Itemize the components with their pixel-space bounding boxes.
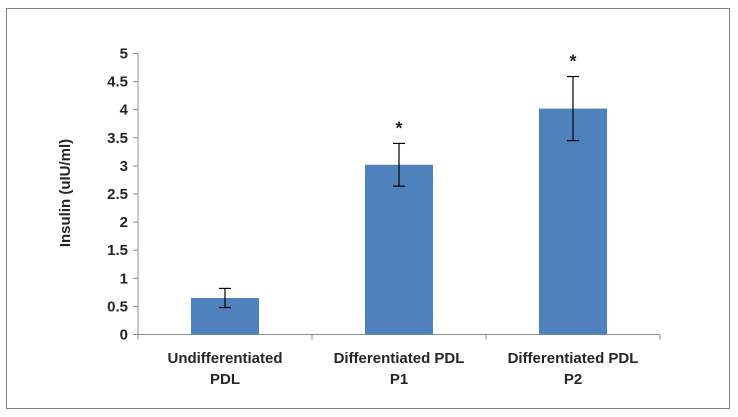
y-axis-label: Insulin (uIU/ml) [57, 139, 74, 247]
x-tick-labels: Undifferentiated PDL Differentiated PDL P1 D… [167, 350, 638, 388]
y-tick-label: 0 [120, 327, 128, 344]
x-tick-label: Differentiated PDL [508, 350, 639, 367]
y-tick-label: 4 [120, 102, 129, 119]
x-tick-label: P2 [564, 371, 582, 388]
bars: ** [191, 52, 607, 335]
y-tick-label: 3.5 [107, 130, 128, 147]
x-tick-label: P1 [390, 371, 408, 388]
y-tick-label: 4.5 [107, 74, 128, 91]
x-tick-label: PDL [210, 371, 240, 388]
significance-marker: * [569, 52, 576, 72]
x-axis [137, 334, 661, 340]
y-tick-label: 0.5 [107, 298, 128, 315]
y-tick-label: 5 [120, 46, 128, 63]
x-tick-label: Undifferentiated [167, 350, 282, 367]
y-axis: 0 0.5 1 1.5 2 2.5 3 3.5 4 4.5 5 [107, 46, 139, 344]
x-tick-label: Differentiated PDL [334, 350, 465, 367]
bar [539, 108, 607, 335]
y-tick-label: 3 [120, 158, 128, 175]
significance-marker: * [395, 118, 402, 138]
y-tick-label: 1.5 [107, 242, 128, 259]
y-tick-label: 2 [120, 214, 128, 231]
bar [365, 164, 433, 335]
y-tick-label: 2.5 [107, 186, 128, 203]
y-tick-label: 1 [120, 270, 128, 287]
